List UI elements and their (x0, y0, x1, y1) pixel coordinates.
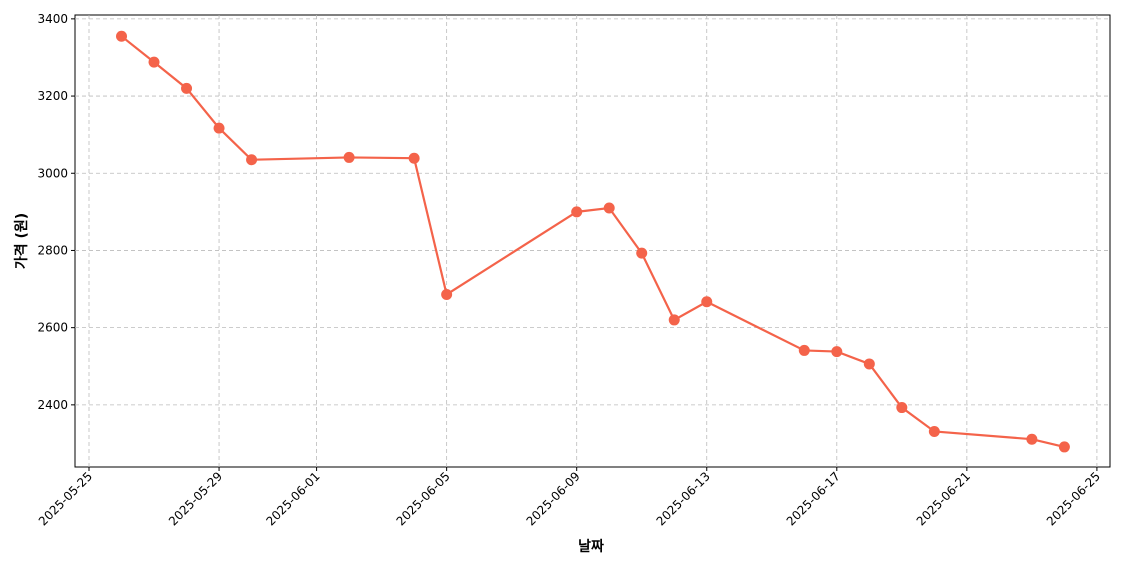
y-axis-label: 가격 (원) (13, 213, 30, 269)
plot-frame (74, 14, 1111, 468)
marker (148, 56, 160, 68)
marker (701, 296, 713, 308)
x-tick-label: 2025-06-05 (394, 469, 453, 528)
marker (928, 425, 940, 437)
marker (1058, 441, 1070, 453)
marker (863, 358, 875, 370)
x-tick-label: 2025-06-01 (263, 469, 322, 528)
x-tick-label: 2025-05-29 (166, 469, 225, 528)
x-tick-label: 2025-06-17 (784, 469, 843, 528)
marker (408, 152, 420, 164)
x-tick-label: 2025-06-09 (524, 469, 583, 528)
marker (181, 82, 193, 94)
x-axis-label: 날짜 (578, 539, 604, 555)
marker (636, 247, 648, 259)
marker (1026, 433, 1038, 445)
y-tick-label: 2400 (37, 398, 68, 412)
marker (798, 344, 810, 356)
marker (246, 154, 258, 166)
marker (571, 206, 583, 218)
marker (213, 122, 225, 134)
marker (116, 30, 128, 42)
marker (668, 314, 680, 326)
marker (603, 202, 615, 214)
y-tick-label: 2800 (37, 243, 68, 257)
x-tick-label: 2025-06-21 (914, 469, 973, 528)
y-tick-label: 3200 (37, 89, 68, 103)
marker (343, 151, 355, 163)
y-tick-label: 3000 (37, 166, 68, 180)
y-tick-label: 2600 (37, 321, 68, 335)
line (120, 35, 1065, 448)
x-tick-label: 2025-06-25 (1044, 469, 1103, 528)
marker (441, 288, 453, 300)
x-tick-label: 2025-06-13 (654, 469, 713, 528)
x-tick-label: 2025-05-25 (36, 469, 95, 528)
y-tick-label: 3400 (37, 12, 68, 26)
marker (831, 346, 843, 358)
marker (896, 402, 908, 414)
